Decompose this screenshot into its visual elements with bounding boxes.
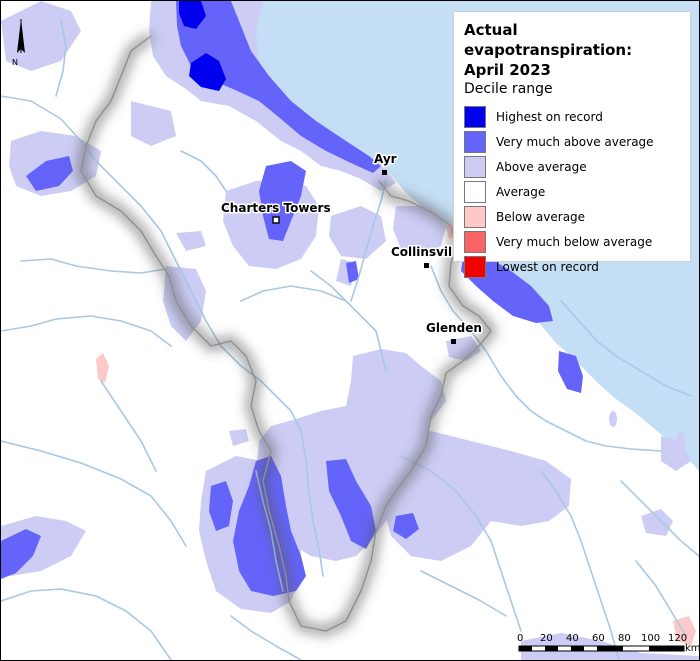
scale-tick-60: 60 [592, 633, 605, 644]
legend-item: Lowest on record [464, 254, 680, 279]
legend-item: Highest on record [464, 104, 680, 129]
town-charters-towers: Charters Towers [220, 200, 332, 224]
scale-bar-labels: 0 20 40 60 80 100 120 km [517, 633, 699, 654]
legend-title-line2: April 2023 [464, 61, 551, 79]
town-ayr: Ayr [373, 151, 398, 175]
town-glenden: Glenden [425, 320, 483, 344]
legend-label: Lowest on record [496, 259, 599, 274]
legend: Actual evapotranspiration: April 2023 De… [453, 11, 691, 278]
town-collinsville: Collinsvil [390, 244, 454, 268]
scale-bar [518, 645, 685, 652]
legend-item: Very much above average [464, 129, 680, 154]
legend-label: Highest on record [496, 109, 603, 124]
town-label-ayr: Ayr [374, 152, 397, 166]
legend-item: Very much below average [464, 229, 680, 254]
legend-label: Very much below average [496, 234, 653, 249]
legend-swatch [464, 255, 486, 278]
scale-tick-0: 0 [517, 633, 523, 644]
legend-swatch [464, 130, 486, 153]
legend-item: Average [464, 179, 680, 204]
legend-swatch [464, 230, 486, 253]
rivers [1, 20, 699, 660]
town-label-charters-towers: Charters Towers [221, 201, 331, 215]
highest-on-record-areas [179, 1, 226, 91]
island [609, 411, 617, 427]
legend-items: Highest on record Very much above average… [464, 104, 680, 279]
basin-boundary [80, 35, 492, 632]
legend-swatch [464, 180, 486, 203]
north-arrow-icon [17, 19, 25, 53]
legend-swatch [464, 205, 486, 228]
legend-label: Very much above average [496, 134, 654, 149]
legend-swatch [464, 105, 486, 128]
town-label-collinsville: Collinsvil [391, 245, 452, 259]
scale-tick-40: 40 [566, 633, 579, 644]
legend-label: Above average [496, 159, 587, 174]
legend-label: Average [496, 184, 546, 199]
north-arrow-label: N [12, 58, 18, 67]
scale-tick-20: 20 [540, 633, 553, 644]
legend-title-line1: Actual evapotranspiration: [464, 21, 633, 59]
legend-item: Below average [464, 204, 680, 229]
legend-swatch [464, 155, 486, 178]
legend-item: Above average [464, 154, 680, 179]
scale-tick-100: 100 [641, 633, 660, 644]
legend-label: Below average [496, 209, 586, 224]
scale-tick-80: 80 [618, 633, 631, 644]
legend-subtitle: Decile range [464, 81, 553, 97]
town-label-glenden: Glenden [426, 321, 482, 335]
scale-unit: km [685, 643, 699, 654]
scale-tick-120: 120 [668, 633, 687, 644]
